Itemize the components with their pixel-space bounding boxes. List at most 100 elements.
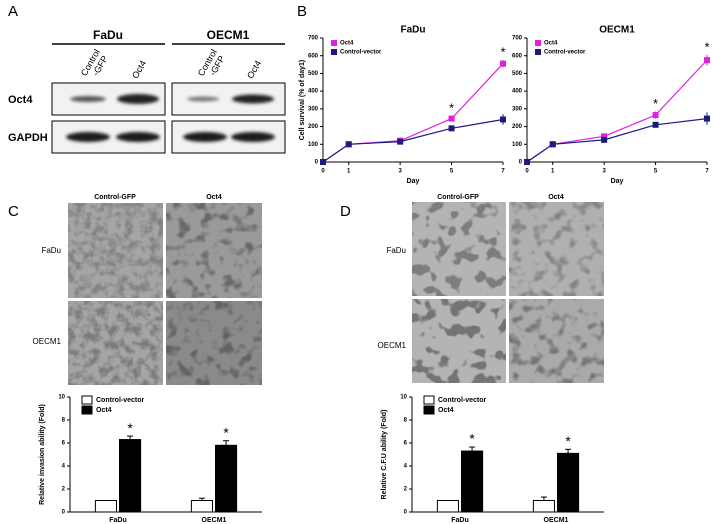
legend-label: Oct4 [96, 407, 112, 414]
x-tick-label: 1 [347, 169, 351, 175]
legend-swatch [535, 49, 541, 55]
marker [500, 60, 506, 67]
y-tick-label: 300 [308, 106, 319, 112]
western-blot: FaDu OECM1 Control-GFP Oct4 Control-GFP … [8, 28, 286, 154]
bar [190, 500, 214, 513]
legend-label: Oct4 [544, 41, 558, 47]
line [526, 118, 708, 163]
x-tick-label: 0 [525, 169, 529, 175]
row-label: GAPDH [8, 132, 48, 144]
legend-label: Control-vector [340, 50, 382, 56]
bar [119, 439, 142, 513]
column-label: Control-GFP [94, 194, 136, 201]
marker [345, 141, 352, 148]
y-tick-label: 500 [308, 71, 319, 77]
column-label: Oct4 [206, 194, 222, 201]
y-tick-label: 300 [512, 106, 523, 112]
marker [448, 115, 455, 122]
y-tick-label: 200 [308, 124, 319, 130]
y-tick-label: 4 [404, 464, 408, 470]
y-axis-label: Relative invasion ability (Fold) [39, 404, 46, 505]
legend-label: Control-vector [96, 397, 145, 404]
y-tick-label: 600 [512, 53, 523, 59]
legend-label: Control-vector [544, 50, 586, 56]
marker [448, 125, 455, 132]
marker [500, 116, 506, 123]
marker [652, 121, 659, 128]
y-tick-label: 4 [62, 464, 66, 470]
marker [601, 136, 608, 143]
y-tick-label: 400 [308, 89, 319, 95]
y-tick-label: 8 [404, 418, 408, 424]
x-tick-label: 0 [321, 169, 325, 175]
y-tick-label: 0 [404, 510, 408, 516]
row-label: OECM1 [33, 337, 62, 346]
marker [704, 57, 710, 64]
micrograph-texture [509, 202, 604, 296]
y-tick-label: 200 [512, 124, 523, 130]
bar [215, 444, 238, 513]
y-tick-label: 700 [512, 36, 523, 42]
y-tick-label: 10 [400, 395, 407, 401]
y-tick-label: 6 [404, 441, 408, 447]
legend-label: Oct4 [438, 407, 454, 414]
y-tick-label: 100 [512, 142, 523, 148]
panel-label: A [8, 3, 18, 20]
x-tick-label: 7 [705, 169, 709, 175]
row-label: FaDu [41, 246, 61, 255]
x-tick-label: 1 [551, 169, 555, 175]
x-tick-label: 5 [654, 169, 658, 175]
x-tick-label: 3 [602, 169, 606, 175]
bar [461, 450, 484, 513]
bar [557, 452, 580, 513]
legend-swatch [81, 395, 93, 405]
y-tick-label: 0 [62, 510, 66, 516]
panel-label: D [340, 203, 351, 220]
y-tick-label: 0 [519, 160, 523, 166]
annotation: * [469, 431, 475, 447]
marker [524, 159, 530, 165]
x-axis-label: Day [407, 178, 420, 185]
micrograph-texture [68, 203, 163, 298]
annotation: * [449, 100, 454, 115]
lane-label: Oct4 [245, 59, 263, 80]
x-tick-label: 5 [450, 169, 454, 175]
micrograph-texture [412, 299, 506, 383]
y-tick-label: 8 [62, 418, 66, 424]
micrograph-grid: Control-GFP Oct4 FaDu OECM1 [378, 194, 604, 383]
chart-title: OECM1 [599, 25, 635, 36]
micrograph-texture [166, 301, 262, 385]
lane-label: Oct4 [130, 59, 148, 80]
column-label: Oct4 [548, 194, 564, 201]
marker [704, 115, 710, 122]
y-tick-label: 600 [308, 53, 319, 59]
legend-swatch [331, 40, 337, 46]
y-tick-label: 0 [315, 160, 319, 166]
y-tick-label: 2 [404, 487, 408, 493]
micrograph-texture [412, 202, 506, 296]
line [322, 118, 504, 163]
y-axis-label: Relative C.F.U ability (Fold) [381, 410, 388, 500]
x-axis-label: Day [611, 178, 624, 185]
micrograph-texture [509, 299, 604, 383]
y-tick-label: 10 [58, 395, 65, 401]
x-tick-label: FaDu [109, 517, 127, 524]
annotation: * [127, 420, 133, 436]
row-label: OECM1 [378, 341, 407, 350]
marker [549, 141, 556, 148]
bar [94, 500, 117, 513]
column-label: Control-GFP [437, 194, 479, 201]
legend-swatch [423, 405, 435, 415]
row-label: FaDu [386, 246, 406, 255]
legend-swatch [331, 49, 337, 55]
group-label: OECM1 [207, 28, 250, 42]
legend-label: Control-vector [438, 397, 487, 404]
annotation: * [704, 39, 709, 54]
chart-title: FaDu [401, 25, 426, 36]
micrograph-texture [68, 301, 163, 385]
y-tick-label: 100 [308, 142, 319, 148]
legend-swatch [81, 405, 93, 415]
x-tick-label: OECM1 [544, 517, 569, 524]
legend-swatch [535, 40, 541, 46]
